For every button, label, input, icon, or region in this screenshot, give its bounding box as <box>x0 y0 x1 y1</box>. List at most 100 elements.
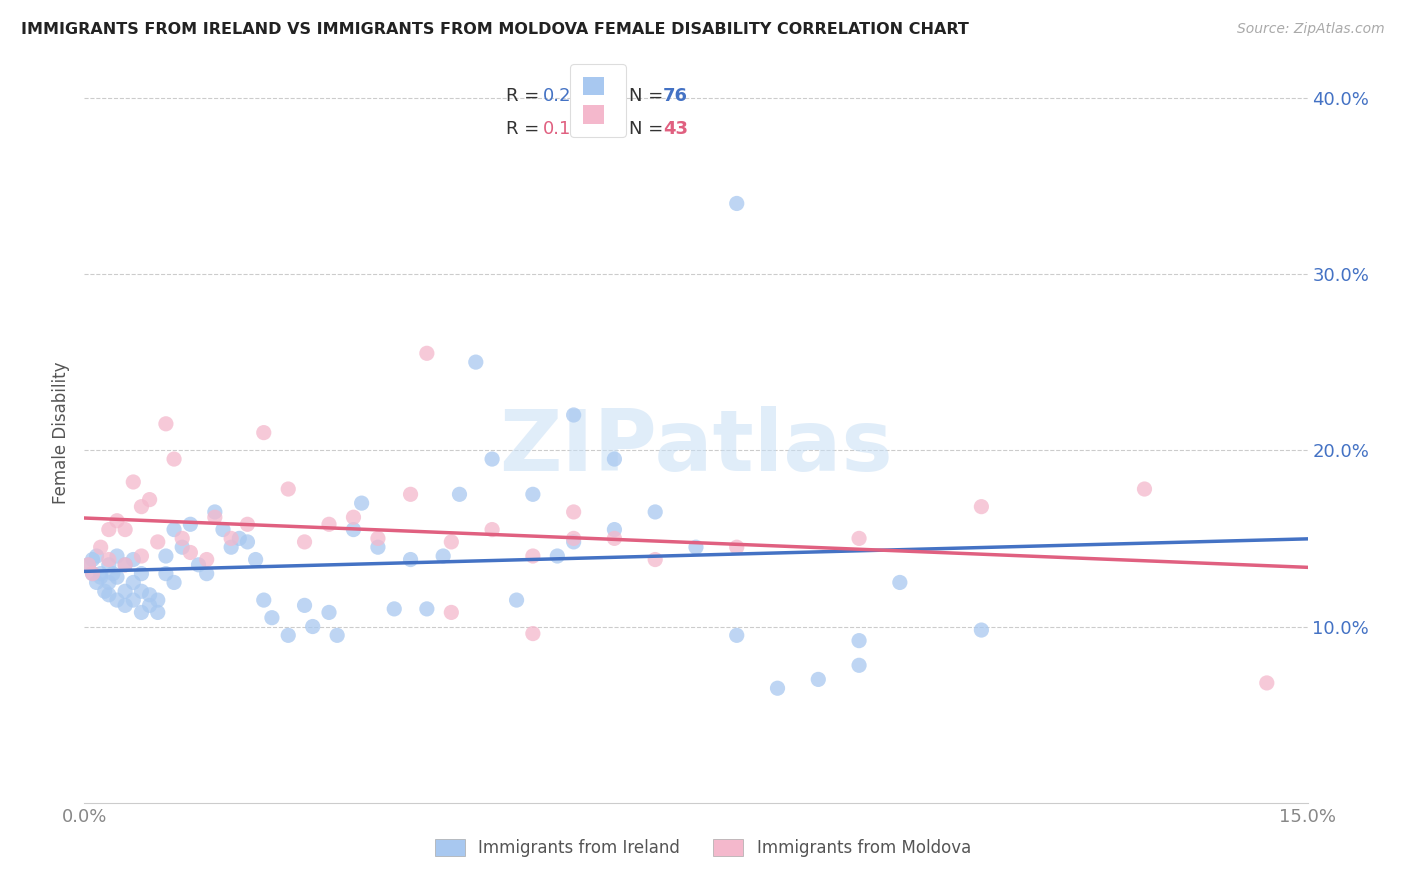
Point <box>86 549 108 563</box>
Point <box>367 540 389 554</box>
Point <box>187 558 209 572</box>
Point <box>970 500 993 514</box>
Point <box>172 540 194 554</box>
Point <box>546 549 568 563</box>
Point <box>131 500 153 514</box>
Point <box>367 532 389 546</box>
Point <box>277 628 299 642</box>
Point <box>603 452 626 467</box>
Point <box>114 558 136 572</box>
Point <box>236 535 259 549</box>
Point <box>464 355 486 369</box>
Point <box>204 505 226 519</box>
Point <box>97 575 120 590</box>
Point <box>155 549 177 563</box>
Point <box>122 475 145 489</box>
Point <box>562 532 585 546</box>
Point <box>440 535 463 549</box>
Point <box>172 532 194 546</box>
Text: R =: R = <box>506 87 546 104</box>
Point <box>90 566 112 581</box>
Point <box>416 602 439 616</box>
Point <box>122 552 145 566</box>
Point <box>848 633 870 648</box>
Point <box>77 558 100 572</box>
Point <box>122 575 145 590</box>
Point <box>97 588 120 602</box>
Point <box>603 523 626 537</box>
Point <box>318 606 340 620</box>
Point <box>77 558 100 572</box>
Legend: Immigrants from Ireland, Immigrants from Moldova: Immigrants from Ireland, Immigrants from… <box>426 831 980 866</box>
Point <box>522 487 544 501</box>
Point <box>807 673 830 687</box>
Point <box>82 552 104 566</box>
Point <box>90 570 112 584</box>
Point <box>1256 676 1278 690</box>
Point <box>685 540 707 554</box>
Point <box>105 570 128 584</box>
Point <box>342 523 364 537</box>
Point <box>766 681 789 696</box>
Point <box>350 496 373 510</box>
Point <box>105 593 128 607</box>
Point <box>131 606 153 620</box>
Point <box>416 346 439 360</box>
Point <box>138 599 160 613</box>
Text: N =: N = <box>628 87 669 104</box>
Point <box>236 517 259 532</box>
Point <box>970 623 993 637</box>
Point <box>179 517 201 532</box>
Point <box>93 584 115 599</box>
Y-axis label: Female Disability: Female Disability <box>52 361 70 504</box>
Point <box>725 196 748 211</box>
Point <box>277 482 299 496</box>
Point <box>318 517 340 532</box>
Point <box>481 523 503 537</box>
Point <box>294 599 316 613</box>
Point <box>97 523 120 537</box>
Point <box>163 452 186 467</box>
Point <box>382 602 405 616</box>
Point <box>505 593 527 607</box>
Point <box>114 599 136 613</box>
Point <box>889 575 911 590</box>
Point <box>603 532 626 546</box>
Point <box>114 584 136 599</box>
Point <box>725 540 748 554</box>
Text: 0.283: 0.283 <box>543 87 595 104</box>
Point <box>138 588 160 602</box>
Point <box>848 532 870 546</box>
Point <box>522 626 544 640</box>
Point <box>122 593 145 607</box>
Point <box>114 523 136 537</box>
Point <box>82 566 104 581</box>
Text: Source: ZipAtlas.com: Source: ZipAtlas.com <box>1237 22 1385 37</box>
Point <box>440 606 463 620</box>
Point <box>195 552 218 566</box>
Point <box>105 514 128 528</box>
Point <box>399 487 422 501</box>
Point <box>245 552 267 566</box>
Point <box>253 593 276 607</box>
Point <box>1133 482 1156 496</box>
Point <box>562 408 585 422</box>
Point <box>90 540 112 554</box>
Point <box>212 523 235 537</box>
Text: IMMIGRANTS FROM IRELAND VS IMMIGRANTS FROM MOLDOVA FEMALE DISABILITY CORRELATION: IMMIGRANTS FROM IRELAND VS IMMIGRANTS FR… <box>21 22 969 37</box>
Point <box>253 425 276 440</box>
Point <box>848 658 870 673</box>
Point <box>326 628 349 642</box>
Point <box>219 532 242 546</box>
Point <box>432 549 454 563</box>
Point <box>481 452 503 467</box>
Point <box>101 566 124 581</box>
Text: 0.120: 0.120 <box>543 120 595 138</box>
Point <box>114 558 136 572</box>
Point <box>131 549 153 563</box>
Point <box>146 606 169 620</box>
Point <box>301 619 323 633</box>
Text: ZIPatlas: ZIPatlas <box>499 406 893 489</box>
Text: 76: 76 <box>664 87 688 104</box>
Point <box>644 552 666 566</box>
